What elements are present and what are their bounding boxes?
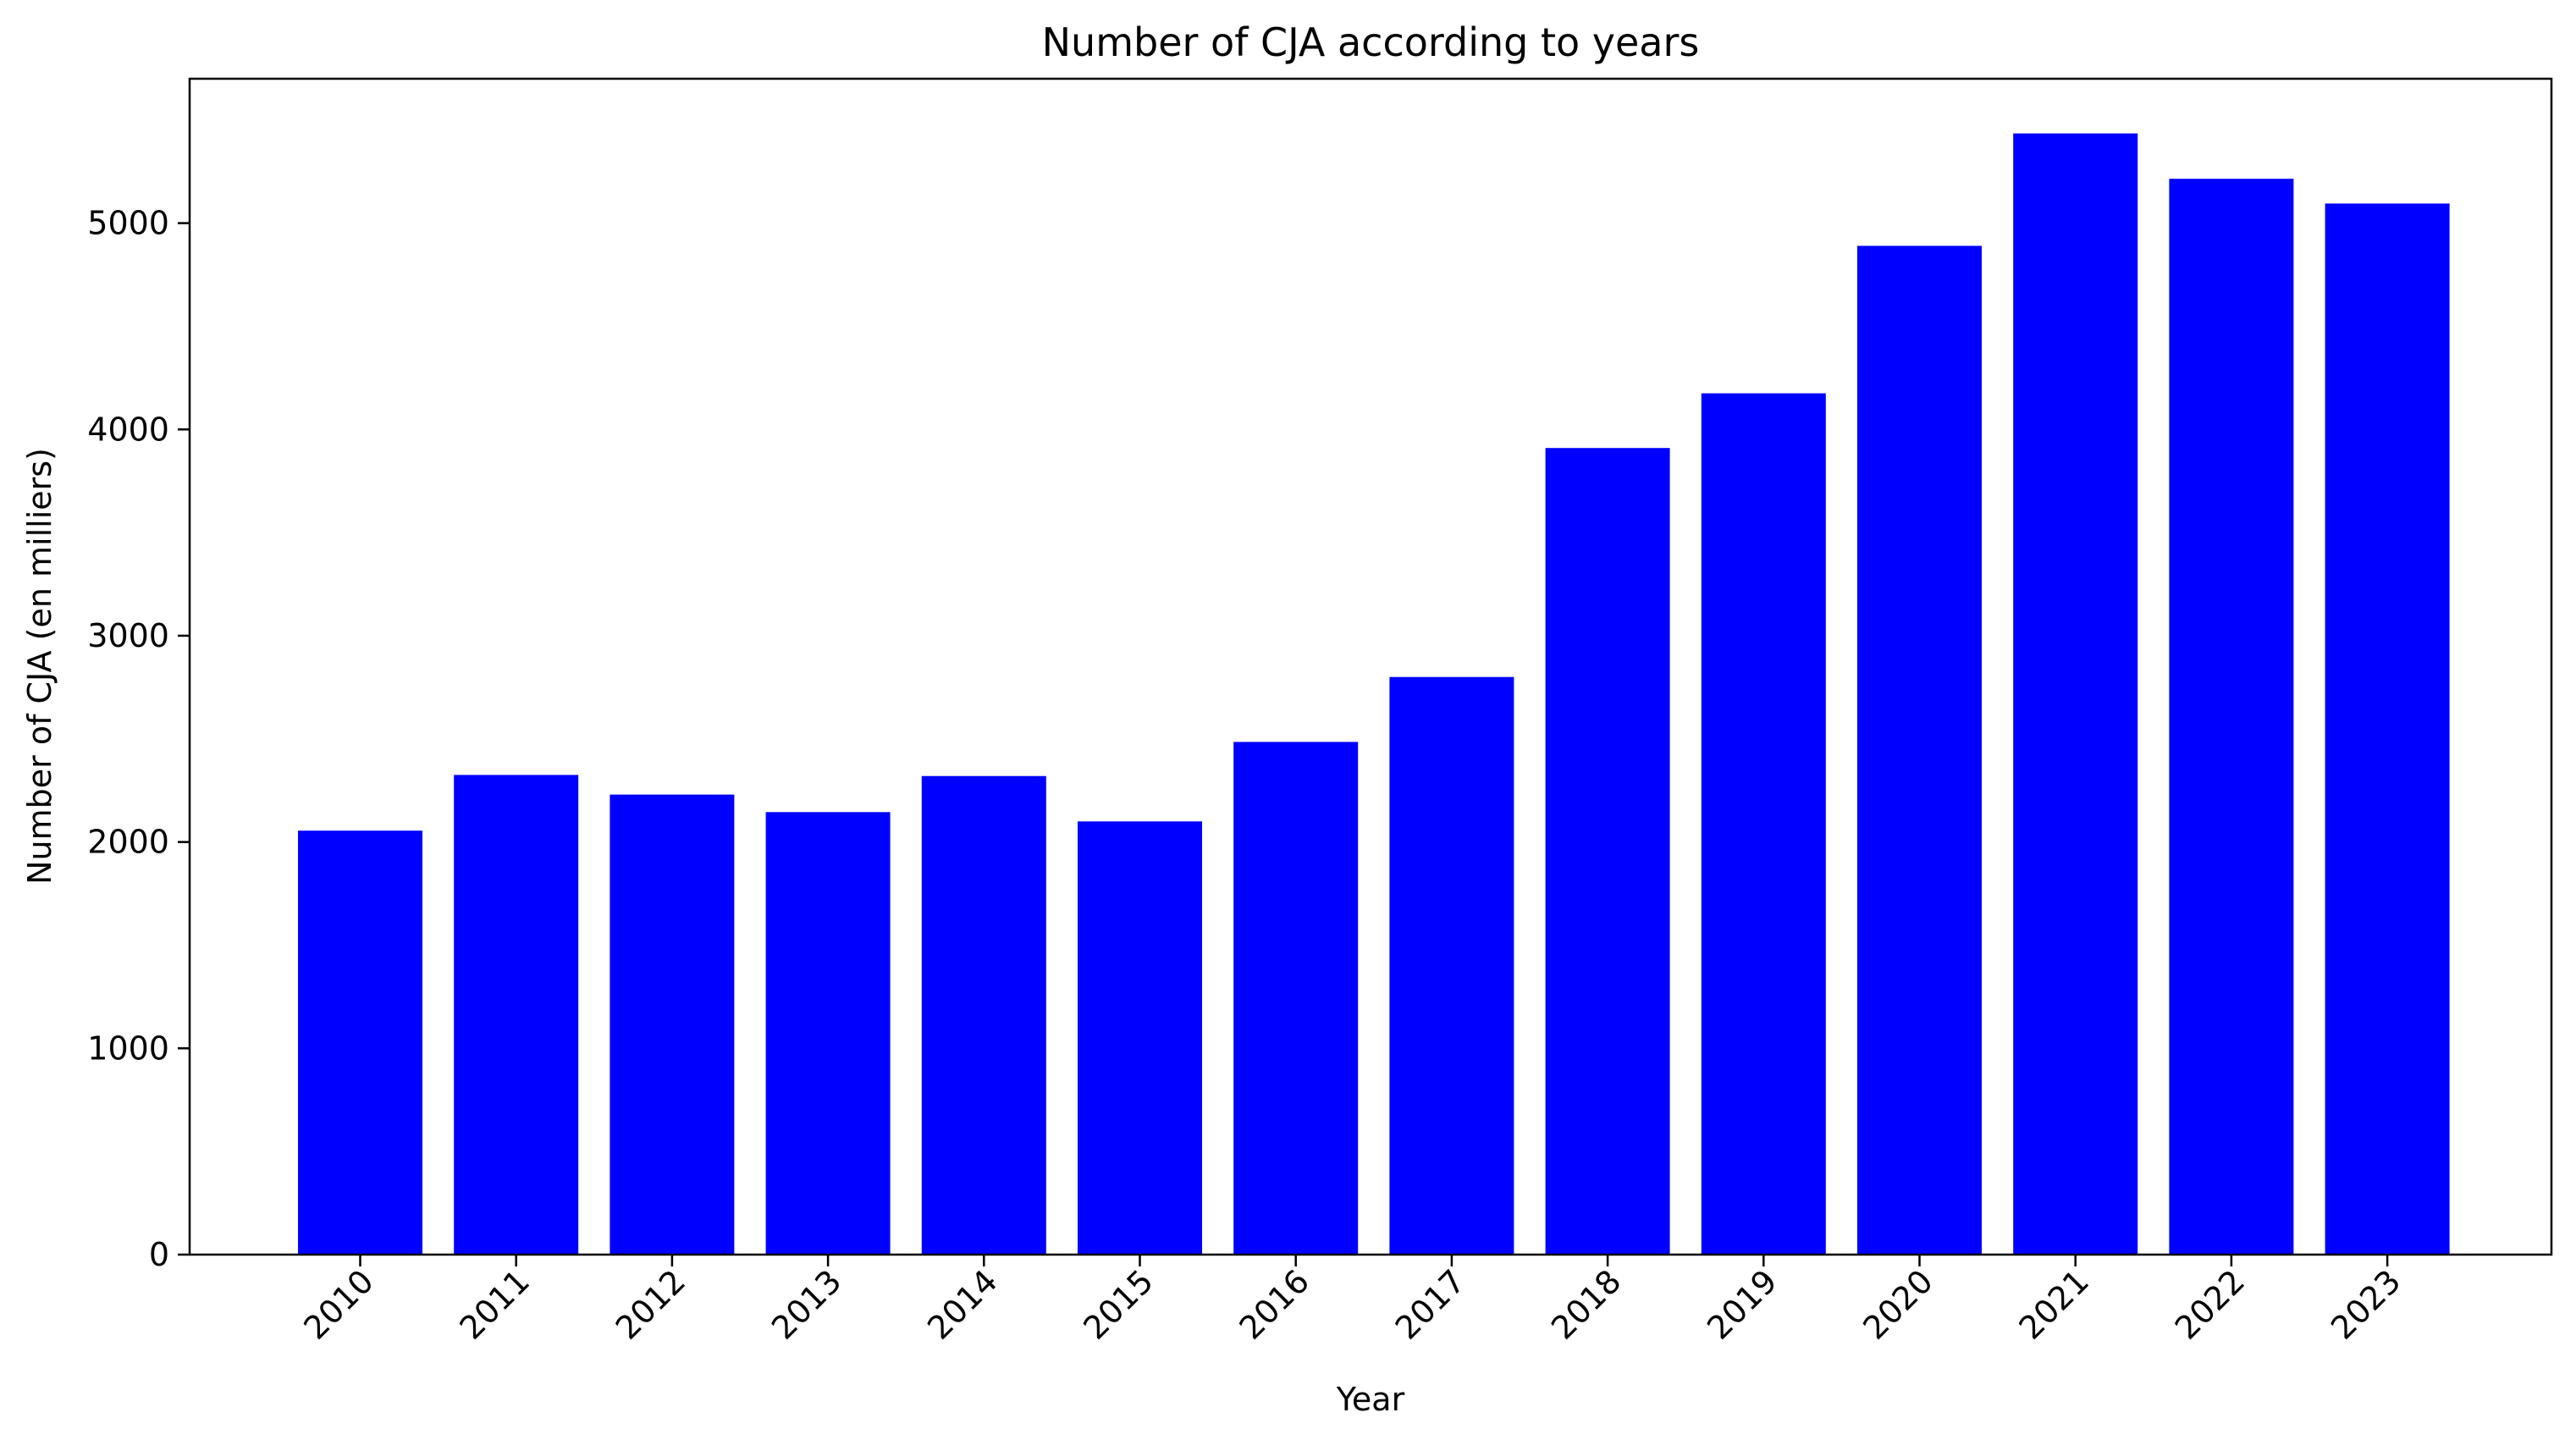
bar-2020 [1857,246,1982,1255]
y-tick-label: 1000 [87,1029,169,1067]
y-axis-label: Number of CJA (en milliers) [21,448,58,885]
bar-2023 [2325,203,2450,1255]
bar-2010 [298,830,422,1255]
bars-group [298,133,2450,1255]
x-axis-label: Year [1336,1381,1405,1418]
bar-2012 [610,794,735,1255]
y-axis-ticks: 0 1000 2000 3000 4000 5000 [87,205,190,1273]
bar-2016 [1233,742,1359,1255]
y-tick-label: 0 [149,1236,169,1273]
y-tick-label: 4000 [87,411,169,448]
chart-title: Number of CJA according to years [1042,19,1700,65]
plot-area-frame [188,77,2553,1256]
bar-2022 [2169,179,2294,1255]
bar-2019 [1701,393,1826,1255]
bar-2011 [454,775,579,1255]
y-tick-label: 3000 [87,617,169,654]
bar-2018 [1545,448,1670,1255]
bar-2015 [1078,821,1202,1255]
bar-2017 [1389,676,1514,1255]
y-tick-label: 2000 [87,824,169,861]
bar-2013 [765,812,891,1255]
bar-2021 [2013,133,2138,1255]
y-tick-label: 5000 [87,205,169,242]
bar-2014 [921,775,1046,1255]
